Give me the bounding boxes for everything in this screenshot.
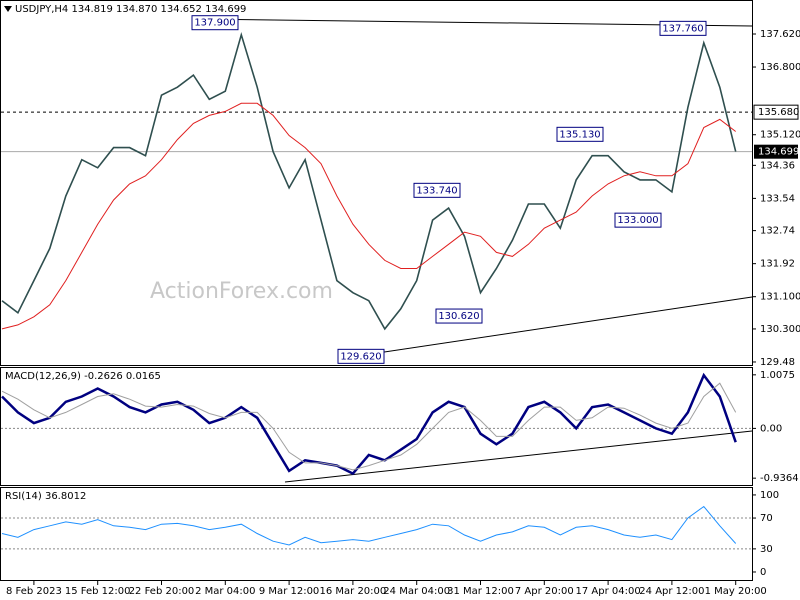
panel-title: MACD(12,26,9) -0.2626 0.0165 [5, 371, 161, 382]
x-tick-label: 22 Feb 20:00 [129, 586, 195, 597]
x-tick-label: 1 May 20:00 [705, 586, 767, 597]
y-tick-label: 135.120 [760, 130, 800, 141]
annotation-label: 133.000 [617, 215, 658, 226]
annotation-label: 137.900 [194, 18, 235, 29]
annotation-box [556, 126, 604, 142]
y-tick-label: -0.9364 [760, 473, 799, 484]
panel-title: RSI(14) 36.8012 [5, 491, 86, 502]
annotation-label: 137.760 [662, 23, 703, 34]
annotation-box [659, 20, 707, 36]
y-tick-label: 130.300 [760, 324, 800, 335]
annotation-label: 129.620 [340, 351, 381, 362]
y-tick-label: 131.92 [760, 259, 795, 270]
series-line [1, 31, 737, 331]
annotation-label: 133.740 [416, 185, 457, 196]
y-tick-label: 137.620 [760, 29, 800, 40]
y-tick-label: 131.100 [760, 292, 800, 303]
level-label: 135.680 [758, 107, 799, 118]
series-line [1, 382, 737, 471]
annotation-label: 130.620 [438, 311, 479, 322]
series-line [1, 102, 737, 330]
y-tick-label: 0 [760, 567, 766, 578]
x-tick-label: 24 Mar 04:00 [383, 586, 450, 597]
x-tick-label: 17 Apr 04:00 [575, 586, 640, 597]
panel-title: USDJPY,H4 134.819 134.870 134.652 134.69… [15, 4, 246, 15]
x-tick-label: 31 Mar 12:00 [447, 586, 514, 597]
y-tick-label: 134.36 [760, 160, 795, 171]
x-tick-label: 15 Feb 12:00 [65, 586, 131, 597]
annotation-label: 135.130 [559, 129, 600, 140]
title-icon [4, 6, 12, 12]
x-tick-label: 24 Apr 12:00 [639, 586, 704, 597]
y-tick-label: 30 [760, 544, 773, 555]
y-tick-label: 132.74 [760, 226, 795, 237]
x-tick-label: 7 Apr 20:00 [515, 586, 574, 597]
y-tick-label: 70 [760, 513, 773, 524]
price-panel [0, 0, 753, 366]
last-price-label: 134.699 [758, 147, 799, 158]
annotation-box [413, 182, 461, 198]
y-tick-label: 0.00 [760, 423, 782, 434]
x-tick-label: 2 Mar 04:00 [195, 586, 255, 597]
macd-trendline [284, 430, 753, 483]
y-tick-label: 129.48 [760, 357, 795, 368]
series-line [1, 505, 737, 546]
watermark: ActionForex.com [150, 279, 333, 304]
x-tick-label: 8 Feb 2023 [6, 586, 62, 597]
macd-panel [0, 367, 753, 486]
support-line [357, 296, 753, 357]
annotation-box [614, 212, 662, 228]
x-tick-label: 9 Mar 12:00 [259, 586, 319, 597]
y-tick-label: 133.54 [760, 193, 795, 204]
annotation-box [435, 308, 483, 324]
level-box [753, 104, 799, 120]
y-tick-label: 136.800 [760, 62, 800, 73]
annotation-box [337, 348, 385, 364]
resistance-line [194, 18, 753, 27]
annotation-box [191, 15, 239, 31]
x-tick-label: 16 Mar 20:00 [320, 586, 387, 597]
y-tick-label: 100 [760, 490, 779, 501]
rsi-panel [0, 487, 753, 581]
last-price-box [754, 144, 798, 159]
y-tick-label: 1.0075 [760, 370, 795, 381]
